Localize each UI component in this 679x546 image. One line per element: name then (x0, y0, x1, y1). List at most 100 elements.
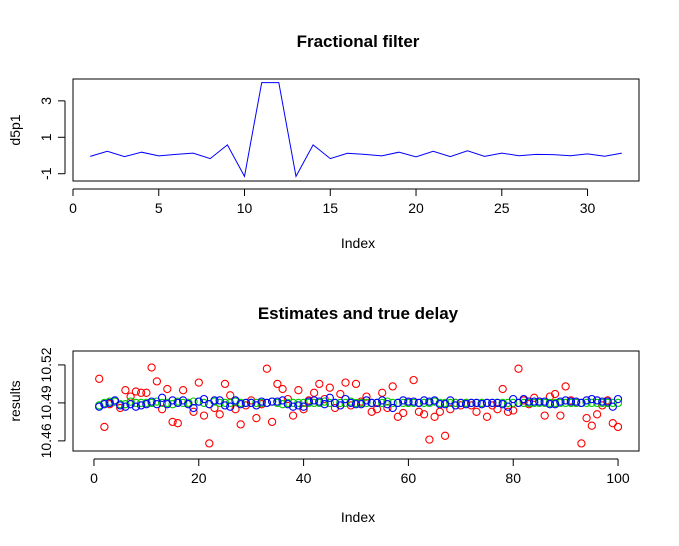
point-series-2 (168, 400, 177, 409)
point-series-2 (178, 398, 188, 408)
x-tick-label: 30 (580, 200, 596, 216)
point-series-3 (425, 397, 434, 406)
point-series-1 (220, 379, 230, 389)
point-series-2 (288, 398, 298, 408)
x-axis-label: Index (341, 509, 375, 525)
point-series-3 (262, 398, 272, 408)
point-series-1 (294, 386, 303, 395)
point-series-1 (168, 417, 177, 427)
point-series-2 (388, 398, 397, 408)
point-series-1 (556, 411, 565, 420)
point-series-3 (288, 402, 298, 411)
point-series-1 (173, 419, 182, 428)
point-series-3 (131, 402, 141, 411)
point-series-1 (252, 413, 261, 423)
point-series-1 (498, 384, 507, 394)
point-series-3 (399, 396, 408, 405)
x-tick-label: 20 (408, 200, 424, 216)
point-series-3 (477, 400, 486, 409)
point-series-1 (346, 401, 355, 410)
point-series-3 (587, 394, 596, 404)
point-series-3 (467, 398, 476, 408)
point-series-1 (409, 375, 418, 385)
point-series-1 (131, 387, 141, 396)
point-series-3 (451, 401, 460, 410)
point-series-3 (383, 400, 392, 409)
point-series-1 (561, 382, 570, 391)
point-series-3 (419, 396, 429, 405)
point-series-1 (288, 411, 298, 420)
point-series-3 (613, 394, 623, 404)
x-tick-label: 0 (69, 200, 77, 216)
point-series-3 (157, 393, 167, 402)
point-series-3 (404, 397, 413, 406)
y-tick-label: 10.52 (38, 347, 54, 382)
point-series-1 (278, 384, 287, 394)
x-axis-label: Index (341, 235, 375, 251)
point-series-1 (315, 379, 324, 389)
point-series-3 (320, 400, 329, 409)
point-series-2 (561, 398, 570, 408)
point-series-3 (210, 396, 219, 405)
x-tick-label: 25 (494, 200, 510, 216)
point-series-1 (362, 392, 371, 401)
point-series-3 (304, 397, 313, 406)
point-series-2 (325, 398, 334, 408)
point-series-1 (414, 407, 424, 416)
point-series-3 (456, 398, 465, 408)
point-series-3 (372, 398, 382, 408)
point-series-1 (608, 419, 617, 428)
point-series-3 (598, 397, 607, 406)
point-series-1 (393, 412, 403, 421)
point-series-3 (430, 396, 439, 405)
point-series-2 (121, 400, 130, 409)
point-series-1 (493, 405, 502, 414)
point-series-2 (309, 398, 319, 408)
point-series-3 (299, 402, 308, 411)
point-series-3 (540, 397, 549, 406)
point-series-1 (399, 408, 408, 418)
point-series-3 (488, 398, 497, 408)
point-series-2 (252, 398, 261, 408)
point-series-3 (252, 401, 261, 410)
point-series-1 (189, 407, 198, 416)
point-series-1 (378, 388, 387, 397)
point-series-3 (194, 397, 203, 406)
point-series-1 (136, 388, 146, 397)
point-series-3 (357, 400, 366, 409)
y-tick-label: 1 (38, 133, 54, 141)
point-series-1 (592, 410, 602, 419)
point-series-2 (451, 398, 460, 408)
point-series-3 (110, 396, 120, 405)
point-series-3 (592, 396, 602, 405)
point-series-2 (419, 398, 429, 408)
point-series-3 (152, 400, 162, 409)
point-series-3 (603, 397, 612, 406)
point-series-3 (147, 397, 156, 406)
x-tick-label: 5 (155, 200, 163, 216)
point-series-3 (283, 400, 293, 409)
point-series-3 (247, 398, 256, 408)
point-series-3 (346, 398, 355, 408)
point-series-1 (163, 384, 172, 394)
point-series-3 (105, 398, 114, 408)
point-series-2 (378, 398, 387, 408)
point-series-1 (341, 378, 350, 387)
point-series-1 (503, 407, 513, 416)
point-series-1 (100, 422, 109, 432)
y-tick-label: 10.49 (38, 385, 54, 420)
point-series-1 (435, 407, 445, 416)
x-axis: 0 20 40 60 80 100 (90, 458, 630, 486)
point-series-1 (336, 389, 345, 399)
point-series-3 (393, 398, 403, 408)
point-series-1 (309, 388, 319, 397)
point-series-2 (278, 400, 287, 409)
point-series-2 (519, 398, 528, 408)
point-series-3 (116, 401, 125, 410)
point-series-3 (273, 397, 282, 406)
point-series-1 (540, 411, 549, 420)
point-series-3 (409, 397, 418, 406)
point-series-3 (336, 401, 345, 410)
